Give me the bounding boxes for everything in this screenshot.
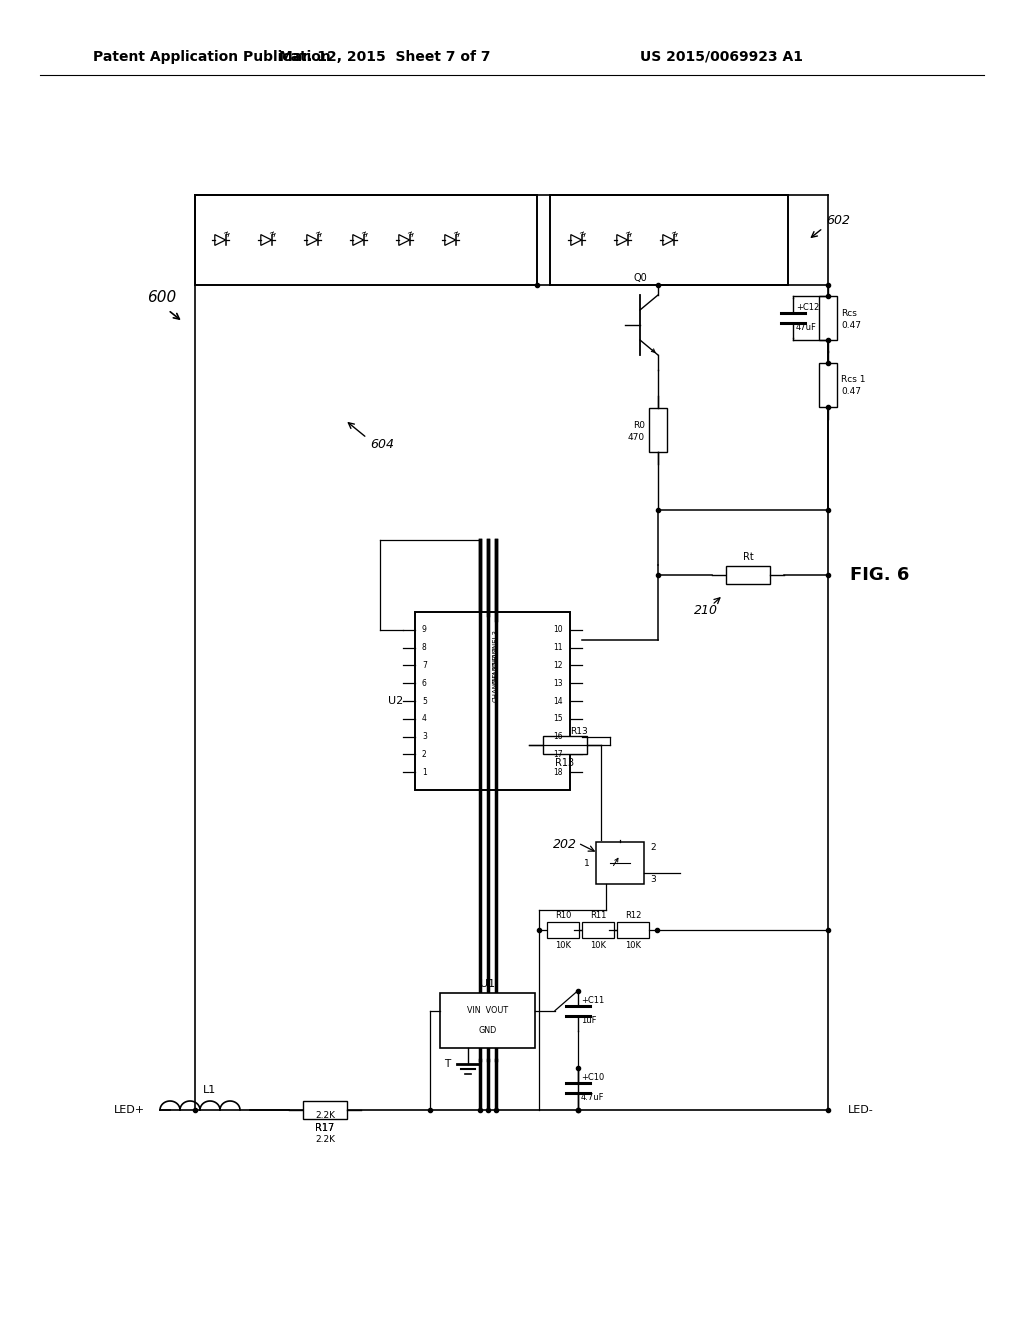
Text: 2.2K: 2.2K <box>315 1111 335 1121</box>
Text: 10K: 10K <box>555 940 571 949</box>
Bar <box>819 296 837 341</box>
Text: +C12: +C12 <box>796 304 819 313</box>
Text: GND: GND <box>478 1026 497 1035</box>
Text: 4: 4 <box>422 714 427 723</box>
Bar <box>415 612 570 789</box>
Text: 8: 8 <box>422 643 427 652</box>
Text: +C10: +C10 <box>581 1073 604 1082</box>
Text: 11: 11 <box>554 643 563 652</box>
Text: 10K: 10K <box>590 940 606 949</box>
Text: 3: 3 <box>650 874 655 883</box>
Text: Rcs: Rcs <box>841 309 857 318</box>
Text: +C11: +C11 <box>581 997 604 1005</box>
Text: 9: 9 <box>422 626 427 635</box>
Text: US 2015/0069923 A1: US 2015/0069923 A1 <box>640 50 803 63</box>
Text: Q0: Q0 <box>633 273 647 282</box>
Text: LED-: LED- <box>848 1105 873 1115</box>
Text: 2.2K: 2.2K <box>315 1135 335 1144</box>
Bar <box>543 737 587 754</box>
Text: Mar. 12, 2015  Sheet 7 of 7: Mar. 12, 2015 Sheet 7 of 7 <box>280 50 490 63</box>
Text: VIN  VOUT: VIN VOUT <box>467 1006 508 1015</box>
Text: 18: 18 <box>554 768 563 776</box>
Text: 210: 210 <box>694 603 718 616</box>
Text: CHANNEL1: CHANNEL1 <box>493 664 499 702</box>
Bar <box>550 195 788 285</box>
Text: R17: R17 <box>315 1123 335 1133</box>
Text: 10K: 10K <box>625 940 641 949</box>
Text: 13: 13 <box>553 678 563 688</box>
Text: L1: L1 <box>204 1085 217 1096</box>
Text: 15: 15 <box>553 714 563 723</box>
Text: 10: 10 <box>553 626 563 635</box>
Bar <box>440 993 535 1048</box>
Bar <box>649 408 667 451</box>
Text: Rt: Rt <box>742 552 754 562</box>
Text: 470: 470 <box>628 433 645 441</box>
Text: 1uF: 1uF <box>581 1016 597 1026</box>
Text: T: T <box>443 1059 450 1069</box>
Text: R12: R12 <box>625 911 641 920</box>
Text: 2: 2 <box>650 842 655 851</box>
Text: 1: 1 <box>422 768 427 776</box>
Text: 5: 5 <box>422 697 427 705</box>
Text: 3: 3 <box>422 733 427 741</box>
Bar <box>726 566 770 583</box>
Bar <box>582 921 614 939</box>
Text: CHANNEL3: CHANNEL3 <box>493 628 499 667</box>
Text: 602: 602 <box>826 214 850 227</box>
Text: R11: R11 <box>590 911 606 920</box>
Text: 16: 16 <box>553 733 563 741</box>
Text: 6: 6 <box>422 678 427 688</box>
Text: R10: R10 <box>555 911 571 920</box>
Text: 2: 2 <box>422 750 427 759</box>
Text: 202: 202 <box>553 838 577 851</box>
Text: 7: 7 <box>422 661 427 671</box>
Bar <box>303 1101 347 1119</box>
Text: 14: 14 <box>553 697 563 705</box>
Text: LED+: LED+ <box>114 1105 145 1115</box>
Bar <box>596 842 644 884</box>
Text: R0: R0 <box>633 421 645 429</box>
Text: 1: 1 <box>585 858 590 867</box>
Bar <box>819 363 837 407</box>
Text: 17: 17 <box>553 750 563 759</box>
Text: U1: U1 <box>480 979 495 989</box>
Text: R13: R13 <box>555 758 574 768</box>
Text: R13: R13 <box>570 726 588 735</box>
Text: 0.47: 0.47 <box>841 388 861 396</box>
Text: U2: U2 <box>388 696 403 706</box>
Text: FIG. 6: FIG. 6 <box>850 566 909 583</box>
Text: CHANNEL2: CHANNEL2 <box>493 647 499 684</box>
Bar <box>195 195 537 285</box>
Text: 4.7uF: 4.7uF <box>581 1093 604 1102</box>
Text: 12: 12 <box>554 661 563 671</box>
Text: Rcs 1: Rcs 1 <box>841 375 865 384</box>
Text: 0.47: 0.47 <box>841 321 861 330</box>
Text: 47uF: 47uF <box>796 323 817 333</box>
Text: 604: 604 <box>370 438 394 451</box>
Bar <box>617 921 649 939</box>
Text: 600: 600 <box>147 290 176 305</box>
Bar <box>547 921 579 939</box>
Text: R17: R17 <box>315 1123 335 1133</box>
Text: Patent Application Publication: Patent Application Publication <box>93 50 331 63</box>
